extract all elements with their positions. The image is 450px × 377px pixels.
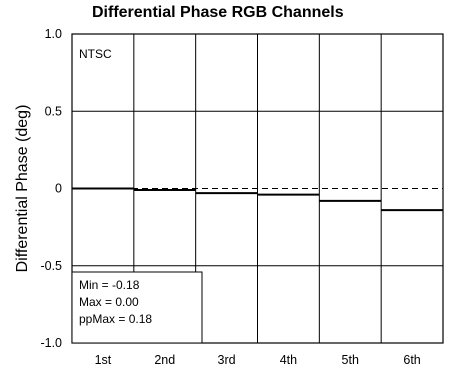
stats-box xyxy=(71,271,203,344)
x-tick-label: 3rd xyxy=(218,353,236,367)
y-tick-label: 0.5 xyxy=(45,104,62,118)
stat-ppmax: ppMax = 0.18 xyxy=(79,312,152,326)
y-axis-label: Differential Phase (deg) xyxy=(14,105,31,273)
standard-label: NTSC xyxy=(79,47,112,61)
y-tick-labels: 1.0 0.5 0 -0.5 -1.0 xyxy=(40,27,62,350)
y-tick-label: -0.5 xyxy=(40,259,62,273)
annotation-layer: NTSC Min = -0.18 Max = 0.00 ppMax = 0.18 xyxy=(71,47,203,344)
x-tick-label: 6th xyxy=(403,353,420,367)
y-tick-label: -1.0 xyxy=(40,336,62,350)
chart-title: Differential Phase RGB Channels xyxy=(92,4,344,21)
data-layer xyxy=(72,187,443,212)
x-tick-label: 1st xyxy=(95,353,112,367)
x-tick-label: 2nd xyxy=(154,353,175,367)
stat-min: Min = -0.18 xyxy=(79,278,140,292)
x-tick-labels: 1st 2nd 3rd 4th 5th 6th xyxy=(95,353,421,367)
plot-frame xyxy=(71,33,444,344)
x-tick-label: 4th xyxy=(280,353,297,367)
y-tick-label: 1.0 xyxy=(45,27,62,41)
y-tick-label: 0 xyxy=(55,182,62,196)
x-tick-label: 5th xyxy=(342,353,359,367)
stat-max: Max = 0.00 xyxy=(79,295,139,309)
